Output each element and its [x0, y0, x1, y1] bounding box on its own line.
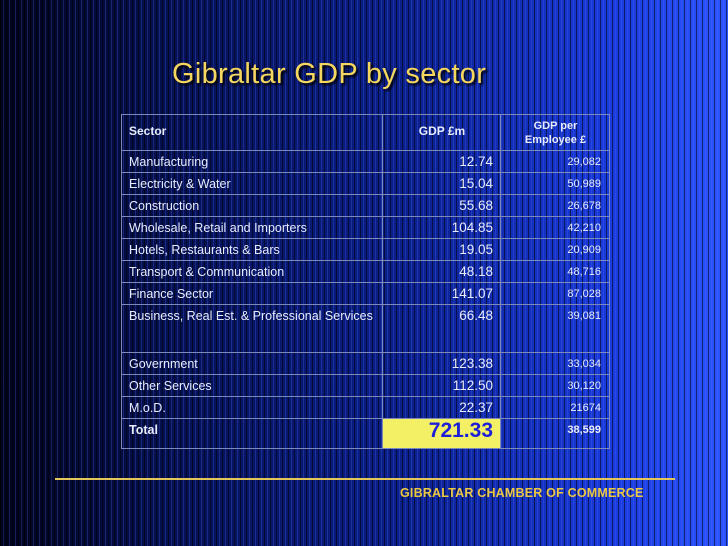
- sector-cell: Finance Sector: [121, 282, 383, 305]
- per-employee-cell: 50,989: [500, 172, 610, 195]
- sector-cell: Manufacturing: [121, 150, 383, 173]
- header-per-employee-line1: GDP per: [533, 120, 578, 132]
- sector-cell: Transport & Communication: [121, 260, 383, 283]
- per-employee-cell: 21674: [500, 396, 610, 419]
- total-gdp-highlight: 721.33: [382, 418, 501, 449]
- slide-title: Gibraltar GDP by sector: [172, 58, 487, 90]
- gdp-cell: 123.38: [382, 352, 501, 375]
- table-row: Government 123.38 33,034: [121, 352, 610, 375]
- total-label: Total: [121, 418, 383, 449]
- gdp-cell: 141.07: [382, 282, 501, 305]
- sector-cell: Electricity & Water: [121, 172, 383, 195]
- per-employee-cell: 20,909: [500, 238, 610, 261]
- total-per-employee: 38,599: [500, 418, 610, 449]
- gdp-cell: 19.05: [382, 238, 501, 261]
- table-row: Finance Sector 141.07 87,028: [121, 282, 610, 305]
- table-row: Wholesale, Retail and Importers 104.85 4…: [121, 216, 610, 239]
- header-gdp: GDP £m: [382, 114, 501, 151]
- table-row: Hotels, Restaurants & Bars 19.05 20,909: [121, 238, 610, 261]
- gdp-cell: 48.18: [382, 260, 501, 283]
- header-gdp-per-employee: GDP per Employee £: [500, 114, 610, 151]
- table-row: Transport & Communication 48.18 48,716: [121, 260, 610, 283]
- table-row: Construction 55.68 26,678: [121, 194, 610, 217]
- header-per-employee-line2: Employee £: [524, 134, 587, 146]
- sector-cell: Government: [121, 352, 383, 375]
- header-sector: Sector: [121, 114, 383, 151]
- sector-cell: Business, Real Est. & Professional Servi…: [121, 304, 383, 353]
- table-row: Other Services 112.50 30,120: [121, 374, 610, 397]
- table-row: Manufacturing 12.74 29,082: [121, 150, 610, 173]
- gdp-cell: 66.48: [382, 304, 501, 353]
- footer-divider: [55, 478, 675, 480]
- footer-organization: GIBRALTAR CHAMBER OF COMMERCE: [400, 486, 644, 500]
- total-row: Total 721.33 38,599: [121, 418, 610, 449]
- sector-cell: Construction: [121, 194, 383, 217]
- gdp-cell: 104.85: [382, 216, 501, 239]
- gdp-cell: 22.37: [382, 396, 501, 419]
- sector-cell: Wholesale, Retail and Importers: [121, 216, 383, 239]
- table-row: Business, Real Est. & Professional Servi…: [121, 304, 610, 353]
- per-employee-cell: 42,210: [500, 216, 610, 239]
- table-row: Electricity & Water 15.04 50,989: [121, 172, 610, 195]
- gdp-cell: 12.74: [382, 150, 501, 173]
- per-employee-cell: 39,081: [500, 304, 610, 353]
- per-employee-cell: 33,034: [500, 352, 610, 375]
- gdp-cell: 15.04: [382, 172, 501, 195]
- per-employee-cell: 87,028: [500, 282, 610, 305]
- gdp-sector-table: Sector GDP £m GDP per Employee £ Manufac…: [121, 114, 610, 449]
- gdp-cell: 55.68: [382, 194, 501, 217]
- sector-cell: Other Services: [121, 374, 383, 397]
- per-employee-cell: 26,678: [500, 194, 610, 217]
- gdp-cell: 112.50: [382, 374, 501, 397]
- table-header-row: Sector GDP £m GDP per Employee £: [121, 114, 610, 151]
- sector-cell: M.o.D.: [121, 396, 383, 419]
- per-employee-cell: 29,082: [500, 150, 610, 173]
- per-employee-cell: 30,120: [500, 374, 610, 397]
- sector-cell: Hotels, Restaurants & Bars: [121, 238, 383, 261]
- per-employee-cell: 48,716: [500, 260, 610, 283]
- table-row: M.o.D. 22.37 21674: [121, 396, 610, 419]
